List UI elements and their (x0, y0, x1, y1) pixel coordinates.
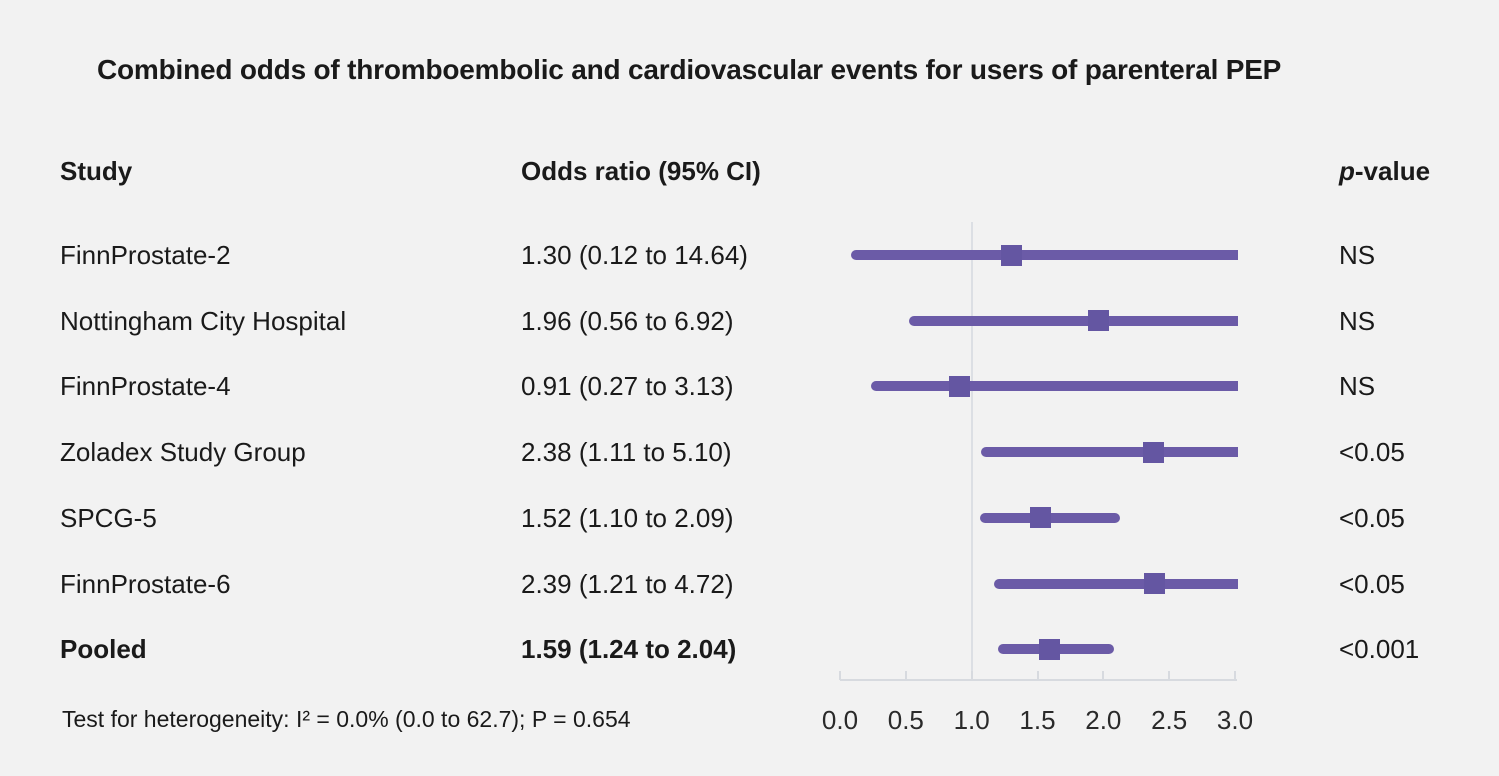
p-value: NS (1339, 371, 1376, 402)
x-axis-tick (970, 671, 973, 680)
odds-ratio-marker (1000, 244, 1022, 266)
heterogeneity-note: Test for heterogeneity: I² = 0.0% (0.0 t… (62, 706, 631, 732)
reference-line-or-1 (970, 222, 973, 680)
x-axis-tick (1036, 671, 1039, 680)
study-name: Pooled (60, 634, 147, 665)
column-header-p-value: p-value (1339, 156, 1430, 187)
p-value: NS (1339, 240, 1376, 270)
odds-ratio-marker (1038, 638, 1060, 660)
odds-ratio-value: 1.52 (1.10 to 2.09) (521, 502, 734, 533)
x-axis-tick (1234, 671, 1236, 680)
x-axis-tick (839, 671, 841, 680)
study-name: FinnProstate-2 (60, 240, 231, 270)
odds-ratio-value: 0.91 (0.27 to 3.13) (521, 371, 734, 402)
x-axis-line (840, 679, 1237, 681)
x-axis-tick (904, 671, 907, 680)
x-axis-tick-label: 0.5 (887, 705, 924, 735)
x-axis-tick-label: 1.5 (1019, 705, 1056, 735)
odds-ratio-marker (1087, 310, 1109, 332)
odds-ratio-marker (949, 375, 971, 397)
confidence-interval-bar (870, 381, 1238, 392)
odds-ratio-marker (1142, 441, 1164, 463)
study-name: Nottingham City Hospital (60, 305, 347, 336)
odds-ratio-marker (1029, 507, 1051, 529)
confidence-interval-bar (994, 578, 1238, 589)
x-axis-tick-label: 2.5 (1151, 705, 1188, 735)
confidence-interval-bar (850, 250, 1238, 260)
p-value: <0.05 (1339, 437, 1405, 468)
p-value-italic-p: p (1339, 156, 1355, 186)
p-value: <0.001 (1339, 634, 1420, 665)
study-name: SPCG-5 (60, 502, 157, 533)
confidence-interval-bar (981, 447, 1238, 458)
odds-ratio-value: 1.59 (1.24 to 2.04) (521, 634, 737, 665)
odds-ratio-marker (1144, 573, 1166, 594)
column-header-odds-ratio: Odds ratio (95% CI) (521, 156, 761, 186)
column-header-study: Study (60, 156, 133, 186)
x-axis-tick-label: 2.0 (1085, 705, 1122, 735)
p-value: <0.05 (1339, 502, 1405, 533)
p-value: <0.05 (1339, 568, 1405, 599)
x-axis-tick (1168, 671, 1171, 680)
p-value-rest: -value (1354, 156, 1431, 186)
odds-ratio-value: 1.96 (0.56 to 6.92) (521, 305, 734, 336)
study-name: Zoladex Study Group (60, 437, 306, 468)
study-name: FinnProstate-4 (60, 371, 231, 402)
study-name: FinnProstate-6 (60, 568, 231, 599)
x-axis-tick-label: 1.0 (953, 705, 990, 735)
x-axis-tick-label: 3.0 (1216, 705, 1254, 735)
figure-title: Combined odds of thromboembolic and card… (97, 54, 1282, 85)
x-axis-tick-label: 0.0 (821, 705, 859, 735)
odds-ratio-value: 1.30 (0.12 to 14.64) (521, 240, 748, 270)
p-value: NS (1339, 305, 1376, 336)
odds-ratio-value: 2.38 (1.11 to 5.10) (521, 437, 732, 468)
odds-ratio-value: 2.39 (1.21 to 4.72) (521, 568, 734, 599)
confidence-interval-bar (908, 315, 1238, 326)
x-axis-tick (1102, 671, 1105, 680)
